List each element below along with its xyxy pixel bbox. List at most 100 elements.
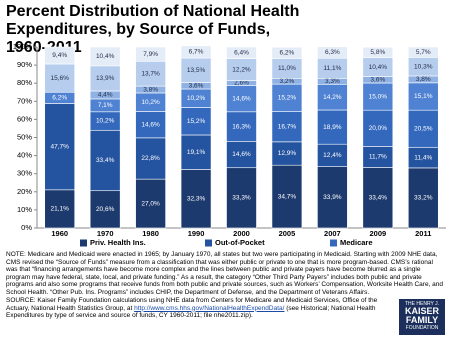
bar-segment bbox=[362, 167, 394, 229]
bar-segment bbox=[407, 109, 439, 148]
bar-segment bbox=[135, 60, 166, 87]
y-tick-label: 0% bbox=[21, 223, 32, 232]
bar-segment bbox=[317, 83, 348, 111]
bar-segment bbox=[89, 46, 121, 67]
legend-label: Priv. Health Ins. bbox=[90, 238, 146, 247]
source-link[interactable]: http://www.cms.hhs.gov/NationalHealthExp… bbox=[134, 304, 285, 312]
data-label: 15,2% bbox=[187, 118, 206, 125]
y-tick-label: 20% bbox=[17, 187, 32, 196]
data-label: 11,0% bbox=[278, 65, 296, 72]
y-tick-label: 40% bbox=[17, 151, 32, 160]
legend-label: Medicare bbox=[340, 238, 373, 247]
data-label: 14,6% bbox=[232, 95, 251, 102]
logo-text: THE HENRY J. bbox=[405, 301, 439, 307]
chart-title: Percent Distribution of National Health … bbox=[6, 3, 300, 56]
bar-segment bbox=[271, 164, 303, 229]
data-label: 16,7% bbox=[278, 123, 297, 130]
bar-segment bbox=[89, 129, 121, 192]
legend-swatch bbox=[330, 239, 337, 247]
data-label: 19,1% bbox=[187, 149, 206, 156]
x-tick-label: 1980 bbox=[142, 229, 159, 238]
bar-segment bbox=[362, 109, 394, 147]
data-label: 14,6% bbox=[232, 151, 251, 158]
y-tick-label: 70% bbox=[17, 96, 32, 105]
data-label: 2,6% bbox=[234, 80, 249, 87]
bar-segment bbox=[226, 167, 257, 229]
data-label: 15,0% bbox=[369, 93, 388, 100]
chart: 0% 10% 20% 30% 40% 50% 60% 70% 80% 90% 100% 1960 21,… bbox=[13, 42, 446, 247]
data-label: 34,7% bbox=[278, 193, 297, 200]
x-tick-label: 2007 bbox=[324, 229, 341, 238]
data-label: 33,9% bbox=[323, 194, 342, 201]
data-label: 20,6% bbox=[96, 206, 115, 213]
y-tick-label: 90% bbox=[17, 60, 32, 69]
data-label: 12,2% bbox=[232, 66, 251, 73]
x-tick-label: 1960 bbox=[51, 229, 68, 238]
bar-segment bbox=[271, 83, 303, 112]
data-label: 14,2% bbox=[323, 94, 342, 101]
y-tick-label: 80% bbox=[17, 78, 32, 87]
bar-segment bbox=[180, 134, 212, 170]
bar-segment bbox=[226, 141, 257, 169]
data-label: 7,1% bbox=[98, 102, 113, 109]
bar-segment bbox=[135, 178, 166, 229]
bar-segment bbox=[44, 46, 76, 65]
bar-segment bbox=[180, 45, 212, 59]
data-label: 15,1% bbox=[414, 93, 433, 100]
data-label: 5,8% bbox=[370, 49, 385, 56]
data-label: 4,4% bbox=[98, 92, 113, 99]
data-label: 5,7% bbox=[416, 49, 431, 56]
data-label: 20,5% bbox=[414, 125, 433, 132]
bar-segment bbox=[180, 57, 212, 83]
data-label: 22,8% bbox=[141, 155, 160, 162]
bar-segment bbox=[407, 46, 439, 58]
bar-segment bbox=[226, 46, 257, 59]
data-label: 21,1% bbox=[51, 206, 70, 213]
legend-swatch bbox=[80, 239, 87, 247]
x-tick-label: 2005 bbox=[279, 229, 296, 238]
data-label: 10,4% bbox=[369, 64, 388, 71]
data-label: 13,5% bbox=[187, 67, 206, 74]
bar-segment bbox=[89, 65, 121, 92]
y-tick-label: 100% bbox=[13, 42, 33, 51]
data-label: 10,4% bbox=[96, 53, 115, 60]
data-label: 6,4% bbox=[234, 50, 249, 57]
data-label: 3,3% bbox=[325, 78, 340, 85]
data-label: 33,4% bbox=[369, 194, 388, 201]
x-tick-label: 2009 bbox=[369, 229, 386, 238]
data-label: 13,7% bbox=[141, 70, 160, 77]
bar-segment bbox=[180, 107, 212, 136]
data-label: 33,2% bbox=[414, 195, 433, 202]
bar-segment bbox=[44, 63, 76, 93]
x-tick-label: 2000 bbox=[233, 229, 250, 238]
y-tick-label: 50% bbox=[17, 132, 32, 141]
data-label: 6,3% bbox=[325, 49, 340, 56]
bar-segment bbox=[317, 46, 348, 59]
data-label: 3,8% bbox=[416, 76, 431, 83]
data-label: 13,9% bbox=[96, 75, 115, 82]
data-label: 20,0% bbox=[369, 125, 388, 132]
bar-segment bbox=[89, 190, 121, 229]
data-label: 3,6% bbox=[189, 82, 204, 89]
y-tick-label: 60% bbox=[17, 114, 32, 123]
bar-segment bbox=[362, 46, 394, 58]
data-label: 10,2% bbox=[187, 95, 206, 102]
bar-segment bbox=[317, 166, 348, 229]
data-label: 10,2% bbox=[96, 118, 115, 125]
data-label: 27,0% bbox=[141, 200, 160, 207]
bar-segment bbox=[362, 82, 394, 111]
bar-segment bbox=[271, 46, 303, 59]
data-label: 15,6% bbox=[51, 75, 70, 82]
bar-segment bbox=[135, 46, 166, 62]
notes: NOTE: Medicare and Medicaid were enacted… bbox=[6, 251, 444, 296]
bar-segment bbox=[407, 82, 439, 111]
data-label: 7,9% bbox=[143, 51, 158, 58]
logo-text: KAISER FAMILY bbox=[404, 306, 439, 325]
bar-segment bbox=[271, 111, 303, 143]
y-tick-label: 30% bbox=[17, 169, 32, 178]
x-tick-label: 2011 bbox=[415, 229, 431, 238]
source: SOURCE: Kaiser Family Foundation calcula… bbox=[6, 297, 394, 320]
bar-segment bbox=[226, 111, 257, 142]
bar-segment bbox=[407, 167, 439, 229]
